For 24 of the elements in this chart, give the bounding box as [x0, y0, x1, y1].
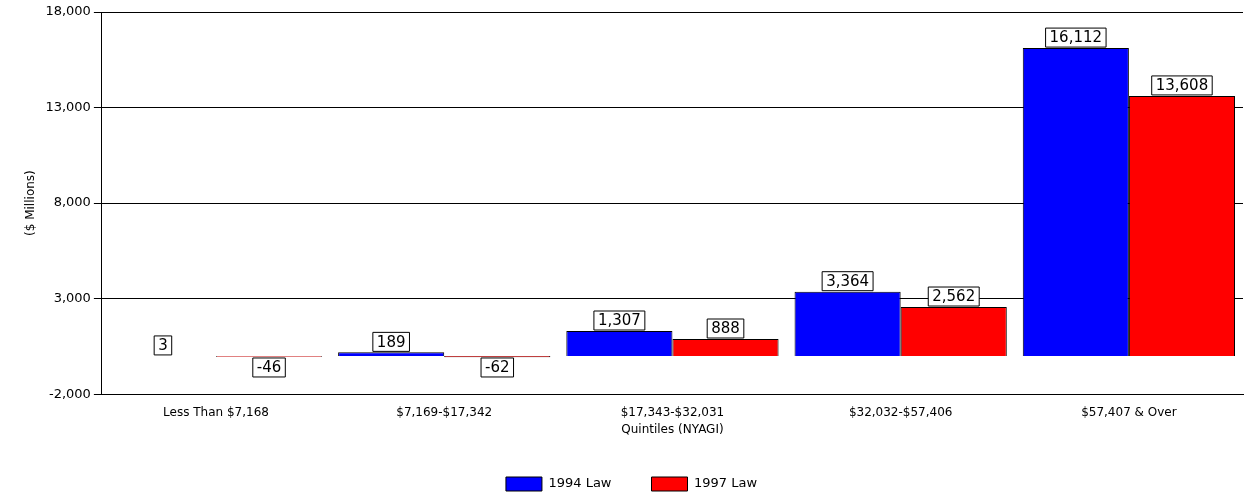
data-label: 3,364 [826, 272, 870, 291]
y-axis-title: ($ Millions) [23, 170, 38, 236]
x-tick-label: $7,169-$17,342 [396, 404, 493, 419]
y-tick-label: -2,000 [48, 385, 91, 401]
data-label: -46 [256, 358, 282, 377]
y-tick-label: 8,000 [53, 194, 91, 210]
data-label: 189 [376, 332, 406, 351]
data-label: 16,112 [1049, 28, 1103, 47]
x-tick-label: $17,343-$32,031 [620, 404, 725, 419]
y-tick-label: 13,000 [45, 98, 91, 114]
legend-label: 1994 Law [548, 475, 612, 491]
x-tick-label: Less Than $7,168 [163, 404, 269, 419]
legend-label: 1997 Law [694, 475, 758, 491]
y-tick-label: 3,000 [53, 290, 91, 306]
data-label: 2,562 [932, 287, 976, 306]
x-tick-label: $57,407 & Over [1081, 404, 1177, 419]
data-label: 1,307 [597, 311, 641, 330]
data-label: 3 [158, 336, 168, 355]
data-label: 13,608 [1155, 76, 1209, 95]
y-tick-label: 18,000 [45, 3, 91, 19]
x-axis-title: Quintiles (NYAGI) [621, 421, 724, 436]
data-label: -62 [485, 358, 510, 377]
data-label: 888 [711, 319, 740, 338]
x-tick-label: $32,032-$57,406 [848, 404, 953, 419]
